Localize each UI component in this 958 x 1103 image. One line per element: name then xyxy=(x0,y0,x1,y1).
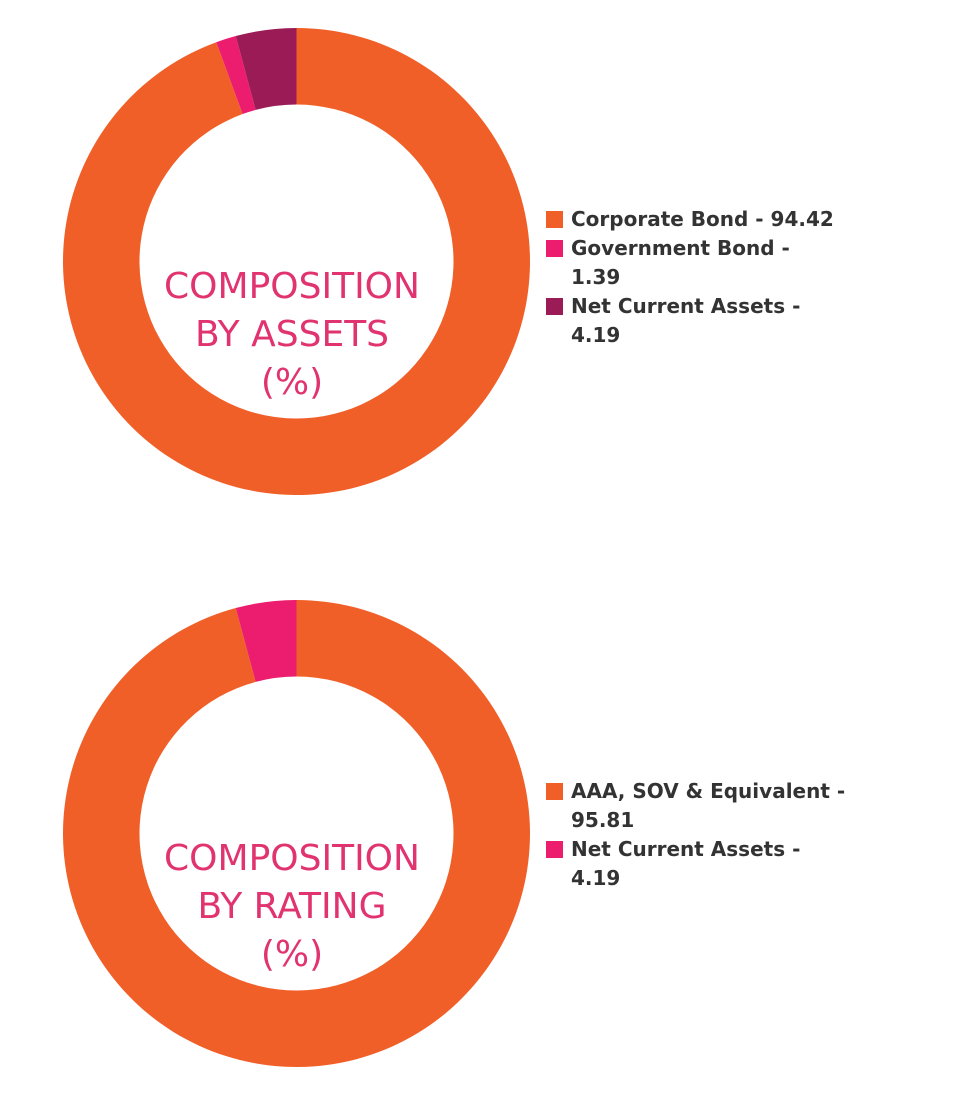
legend-label: Net Current Assets - 4.19 xyxy=(571,837,801,890)
donut-center-title: COMPOSITION BY RATING (%) xyxy=(92,835,492,979)
title-line: BY ASSETS xyxy=(194,314,390,355)
legend: Corporate Bond - 94.42 Government Bond -… xyxy=(546,205,846,350)
legend-item: Government Bond - 1.39 xyxy=(546,234,846,292)
legend-swatch xyxy=(546,783,563,800)
donut-slice xyxy=(62,600,530,1067)
legend-item: Corporate Bond - 94.42 xyxy=(546,205,846,234)
legend-item: Net Current Assets - 4.19 xyxy=(546,835,846,893)
legend-label: Net Current Assets - 4.19 xyxy=(571,294,801,347)
title-line: COMPOSITION xyxy=(164,266,420,307)
title-line: (%) xyxy=(260,934,324,975)
donut-slice xyxy=(62,28,530,496)
legend-swatch xyxy=(546,211,563,228)
legend: AAA, SOV & Equivalent - 95.81 Net Curren… xyxy=(546,777,846,893)
donut-chart-rating xyxy=(62,600,530,1067)
legend-label: AAA, SOV & Equivalent - 95.81 xyxy=(571,779,846,832)
donut-chart-assets xyxy=(62,28,530,496)
donut-slice xyxy=(216,36,256,115)
donut-center-title: COMPOSITION BY ASSETS (%) xyxy=(92,263,492,407)
composition-by-assets-chart: COMPOSITION BY ASSETS (%) Corporate Bond… xyxy=(0,0,958,540)
composition-by-rating-chart: COMPOSITION BY RATING (%) AAA, SOV & Equ… xyxy=(0,572,958,1103)
legend-label: Government Bond - 1.39 xyxy=(571,236,790,289)
title-line: (%) xyxy=(260,362,324,403)
title-line: COMPOSITION xyxy=(164,838,420,879)
title-line: BY RATING xyxy=(197,886,387,927)
legend-label: Corporate Bond - 94.42 xyxy=(571,207,834,231)
donut-slice xyxy=(235,28,297,110)
donut-slice xyxy=(235,600,297,682)
legend-item: AAA, SOV & Equivalent - 95.81 xyxy=(546,777,846,835)
legend-item: Net Current Assets - 4.19 xyxy=(546,292,846,350)
legend-swatch xyxy=(546,240,563,257)
legend-swatch xyxy=(546,298,563,315)
legend-swatch xyxy=(546,841,563,858)
